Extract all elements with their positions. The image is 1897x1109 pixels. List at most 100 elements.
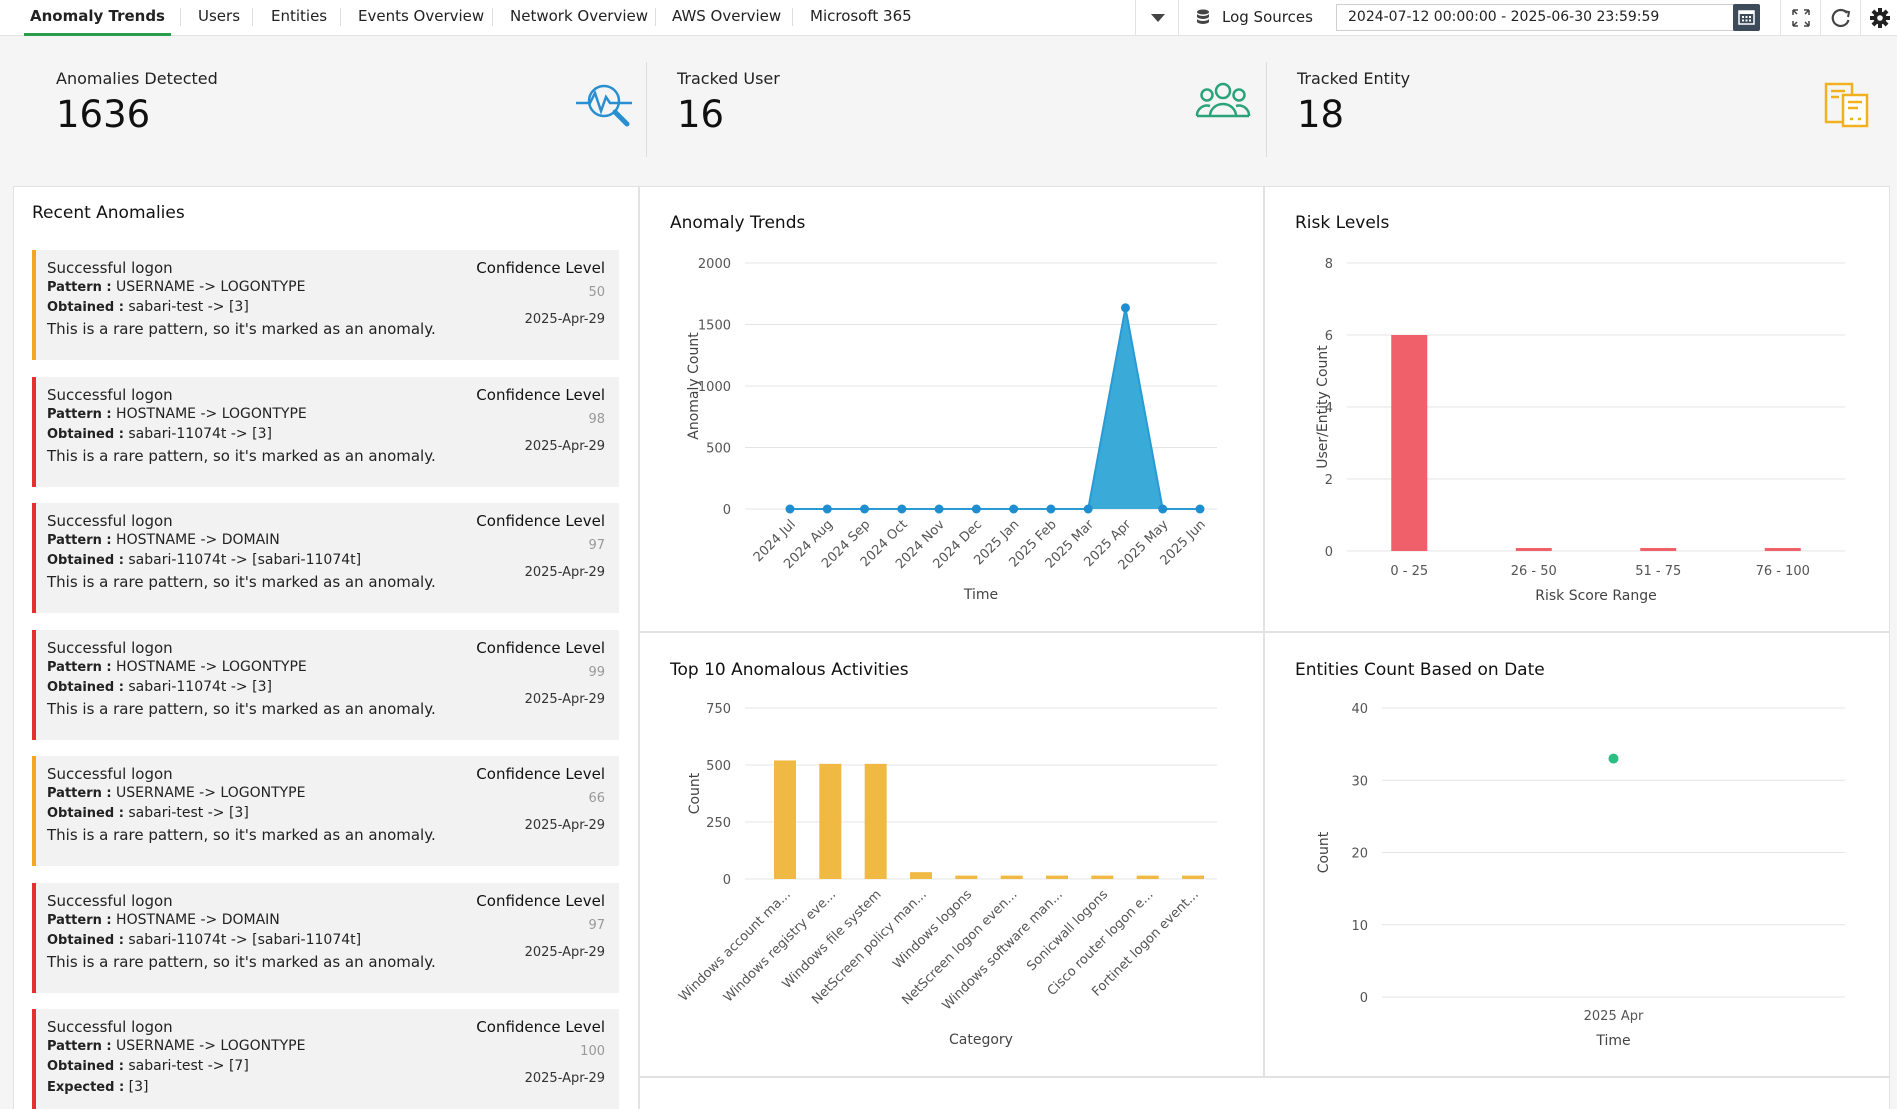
data-point (822, 504, 832, 514)
anomaly-card[interactable]: Successful logon Pattern : HOSTNAME -> LO… (32, 629, 619, 740)
obtained-key: Obtained : (47, 426, 124, 442)
x-tick-label: 2025 Apr (1584, 1009, 1644, 1024)
y-tick-label: 0 (1360, 991, 1368, 1006)
expected-value: [3] (128, 1079, 149, 1095)
confidence-value: 97 (588, 538, 605, 553)
pattern-value: HOSTNAME -> DOMAIN (116, 911, 280, 928)
anomaly-card[interactable]: Successful logon Pattern : HOSTNAME -> LO… (32, 376, 619, 487)
anomaly-obtained: Obtained : sabari-11074t -> [3] (47, 679, 272, 695)
anomaly-date: 2025-Apr-29 (524, 691, 605, 707)
bar (819, 763, 842, 879)
anomaly-statistics-panel (639, 1077, 1890, 1109)
anomaly-card[interactable]: Successful logon Pattern : HOSTNAME -> DO… (32, 882, 619, 993)
kpi-value: 18 (1297, 93, 1345, 136)
anomaly-date: 2025-Apr-29 (524, 944, 605, 960)
entities-count-panel: Entities Count Based on Date 0 10 20 30 40 Co… (1264, 632, 1890, 1077)
refresh-button[interactable] (1820, 0, 1860, 36)
anomaly-title: Successful logon (47, 259, 173, 277)
anomaly-title: Successful logon (47, 1018, 173, 1036)
tab-microsoft-365[interactable]: Microsoft 365 (810, 7, 912, 25)
panel-title: Entities Count Based on Date (1295, 660, 1545, 680)
x-axis-label: Category (949, 1032, 1013, 1048)
tab-entities[interactable]: Entities (271, 7, 328, 25)
data-point (971, 504, 981, 514)
y-tick-label: 20 (1351, 847, 1368, 862)
y-tick-label: 750 (706, 702, 731, 717)
x-tick-label: 51 - 75 (1635, 564, 1681, 579)
obtained-value: sabari-test -> [3] (128, 805, 249, 821)
obtained-value: sabari-test -> [7] (128, 1058, 249, 1074)
pattern-value: USERNAME -> LOGONTYPE (116, 785, 306, 801)
more-tabs-dropdown[interactable] (1135, 0, 1179, 36)
kpi-tracked-user: Tracked User 16 (677, 45, 1257, 165)
fullscreen-button[interactable] (1780, 0, 1820, 36)
chevron-down-icon (1151, 14, 1165, 22)
panel-title: Recent Anomalies (32, 203, 185, 223)
y-tick-label: 2 (1325, 473, 1333, 488)
anomaly-card[interactable]: Successful logon Pattern : USERNAME -> LO… (32, 250, 619, 360)
data-point (1195, 504, 1205, 514)
obtained-value: sabari-11074t -> [sabari-11074t] (128, 931, 362, 948)
calendar-button[interactable] (1733, 4, 1760, 31)
tab-users[interactable]: Users (198, 7, 241, 25)
y-tick-label: 10 (1351, 919, 1368, 934)
anomaly-note: This is a rare pattern, so it's marked a… (47, 320, 436, 338)
entities-count-chart: 0 10 20 30 40 Count Time 2025 Apr (1316, 702, 1845, 1049)
anomaly-title: Successful logon (47, 638, 173, 657)
anomaly-note: This is a rare pattern, so it's marked a… (47, 826, 436, 844)
refresh-icon (1831, 8, 1851, 28)
anomaly-obtained: Obtained : sabari-11074t -> [3] (47, 426, 272, 442)
log-sources-label: Log Sources (1222, 8, 1313, 26)
bar (1391, 335, 1428, 551)
kpi-label: Tracked User (677, 69, 780, 88)
y-axis-label: Anomaly Count (686, 332, 702, 440)
y-axis-label: Count (1316, 831, 1332, 873)
anomaly-card[interactable]: Successful logon Pattern : HOSTNAME -> DO… (32, 503, 619, 613)
bar (774, 760, 796, 879)
confidence-value: 66 (588, 791, 605, 806)
y-tick-label: 0 (723, 503, 731, 518)
confidence-label: Confidence Level (476, 638, 605, 657)
anomaly-note: This is a rare pattern, so it's marked a… (47, 699, 436, 718)
y-tick-label: 30 (1351, 774, 1368, 789)
tab-aws-overview[interactable]: AWS Overview (672, 7, 782, 25)
pattern-key: Pattern : (47, 1039, 112, 1054)
anomaly-pattern: Pattern : USERNAME -> LOGONTYPE (47, 279, 305, 295)
y-tick-label: 8 (1325, 257, 1333, 272)
anomaly-card[interactable]: Successful logon Pattern : USERNAME -> LO… (32, 1009, 619, 1109)
anomaly-pattern: Pattern : HOSTNAME -> LOGONTYPE (47, 659, 307, 675)
y-tick-label: 6 (1325, 329, 1333, 344)
obtained-key: Obtained : (47, 553, 124, 568)
anomaly-title: Successful logon (47, 512, 173, 530)
obtained-key: Obtained : (47, 806, 124, 821)
kpi-anomalies-detected: Anomalies Detected 1636 (56, 45, 636, 165)
date-range-field[interactable]: 2024-07-12 00:00:00 - 2025-06-30 23:59:5… (1336, 4, 1759, 31)
tab-anomaly-trends[interactable]: Anomaly Trends (24, 0, 171, 36)
tab-network-overview[interactable]: Network Overview (510, 7, 649, 25)
anomaly-card[interactable]: Successful logon Pattern : USERNAME -> LO… (32, 756, 619, 866)
panel-title: Top 10 Anomalous Activities (670, 660, 909, 680)
entity-documents-icon (1824, 82, 1869, 128)
confidence-label: Confidence Level (476, 385, 605, 404)
data-point (897, 504, 907, 514)
tab-events-overview[interactable]: Events Overview (358, 7, 485, 25)
data-point (785, 504, 795, 514)
y-tick-label: 1000 (698, 380, 731, 395)
x-tick-label: 0 - 25 (1390, 564, 1428, 579)
bar (1764, 548, 1801, 551)
series-area (790, 307, 1200, 509)
anomaly-pattern: Pattern : HOSTNAME -> LOGONTYPE (47, 406, 307, 422)
obtained-key: Obtained : (47, 679, 124, 695)
data-point (1046, 504, 1056, 514)
pattern-value: HOSTNAME -> LOGONTYPE (116, 658, 307, 675)
anomaly-obtained: Obtained : sabari-test -> [3] (47, 299, 249, 315)
pattern-key: Pattern : (47, 280, 112, 295)
log-sources-button[interactable]: Log Sources (1196, 0, 1313, 36)
confidence-label: Confidence Level (476, 1018, 605, 1036)
top-navigation: Anomaly Trends Users Entities Events Ove… (0, 0, 1897, 36)
kpi-value: 1636 (56, 93, 151, 136)
y-tick-label: 0 (1325, 545, 1333, 560)
kpi-label: Tracked Entity (1297, 69, 1411, 88)
settings-button[interactable] (1860, 0, 1897, 36)
